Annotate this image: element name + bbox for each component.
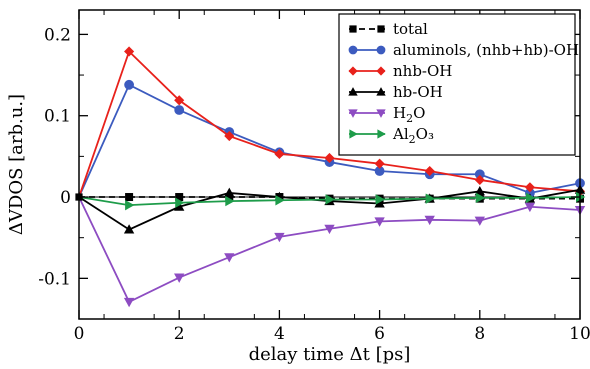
data-point [124,79,135,90]
x-axis-label: delay time Δt [ps] [249,344,411,365]
legend-label: hb-OH [393,83,443,101]
x-tick-label: 2 [174,324,185,344]
legend-entry: aluminols, (nhb+hb)-OH [348,41,579,59]
data-point [123,297,135,308]
legend-marker [376,109,386,118]
data-point [225,195,235,207]
ticks-layer: 0 2 4 6 8 10 -0.1 0 0.1 0.2 [38,10,590,344]
data-point [275,195,285,206]
plot-frame [78,9,581,320]
data-point [123,224,135,234]
legend-label: H2O [393,104,425,125]
data-point [424,215,435,226]
legend-marker [376,87,386,96]
legend-entry: total [349,20,428,38]
legend-marker [348,45,358,55]
data-point [125,199,135,211]
data-point [474,216,485,226]
x-tick-label: 10 [569,324,590,344]
data-point [175,197,185,208]
y-tick-label: -0.1 [38,269,71,289]
series-line [78,196,581,304]
legend-marker [349,129,358,139]
x-tick-label: 4 [274,324,285,344]
data-point [324,152,335,164]
legend: total aluminols, (nhb+hb)-OH nhb-OH hb-OH H2… [338,13,579,156]
data-point [474,174,485,186]
y-axis-label: ΔVDOS [arb.u.] [6,94,27,235]
legend-marker [376,66,386,76]
series-h2o [78,196,586,308]
data-point [524,182,535,193]
legend-marker [377,25,385,33]
data-point [174,273,185,283]
legend-entry: nhb-OH [348,62,452,80]
data-point [224,130,235,142]
legend-entry: H2O [348,104,425,125]
legend-marker [348,66,358,76]
x-tick-label: 0 [74,324,85,344]
data-point [475,192,486,204]
legend-marker [348,109,358,118]
data-point [324,224,335,235]
data-point [424,165,435,177]
data-point [274,232,285,243]
data-point [224,253,235,263]
data-point [224,187,235,197]
y-tick-label: 0 [60,188,71,208]
series-layer [75,46,586,308]
data-point [374,217,385,227]
legend-label: total [393,20,428,38]
y-tick-label: 0.1 [44,107,71,127]
data-point [375,194,385,205]
data-point [325,194,335,205]
legend-label: Al2O₃ [392,125,434,146]
data-point [374,158,385,169]
x-tick-label: 6 [374,324,385,344]
legend-label: nhb-OH [393,62,452,80]
legend-marker [376,45,386,55]
legend-label: aluminols, (nhb+hb)-OH [393,41,579,59]
legend-marker [349,25,357,33]
legend-marker [377,129,386,139]
data-point [425,193,436,204]
data-point [174,95,185,106]
data-point [125,193,134,202]
legend-marker [348,87,358,96]
data-point [174,105,185,115]
data-point [525,192,536,204]
legend-entry: Al2O₃ [349,125,434,146]
data-point [124,46,135,57]
x-tick-label: 8 [474,324,485,344]
data-point [524,202,536,213]
data-point [274,148,285,159]
y-tick-label: 0.2 [44,25,71,45]
legend-entry: hb-OH [348,83,443,101]
